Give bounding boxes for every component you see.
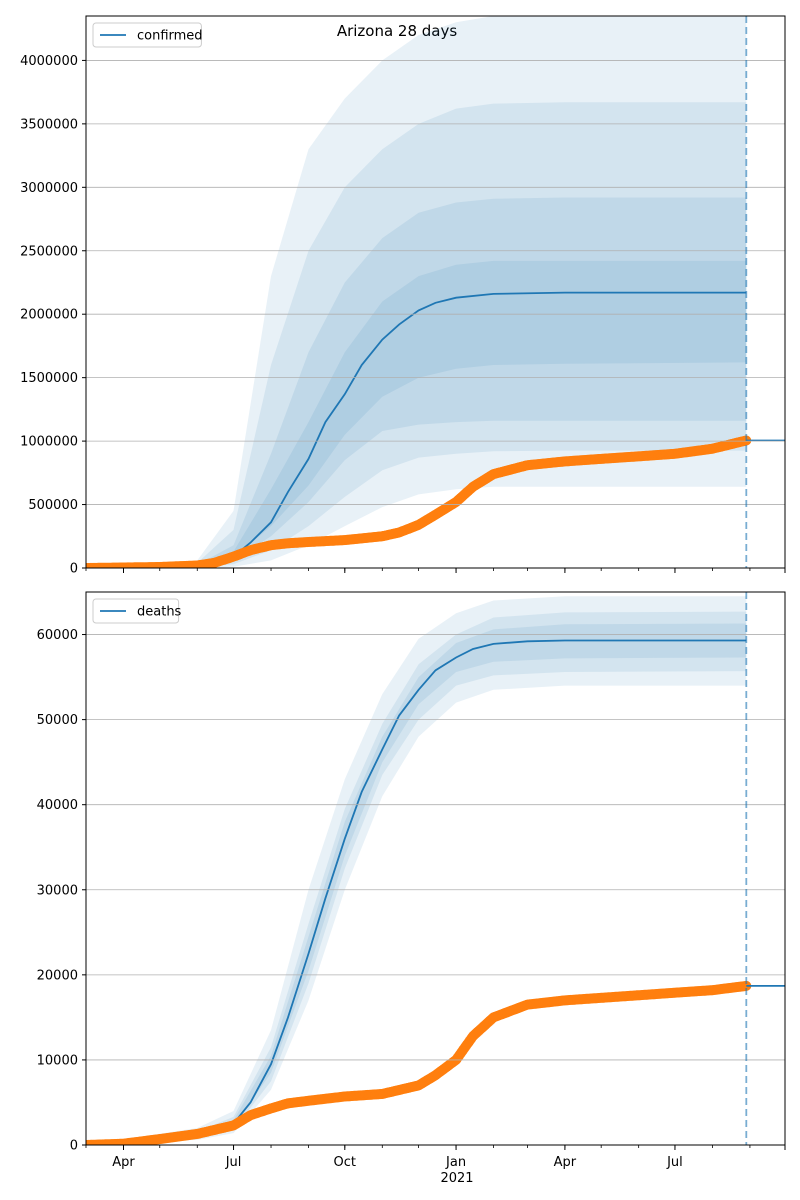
y-tick-label: 1500000 [20,371,78,386]
y-tick-label: 30000 [37,883,78,898]
y-tick-label: 3500000 [20,117,78,132]
x-axis-year-label: 2021 [440,1171,473,1186]
y-tick-label: 1000000 [20,435,78,450]
model-median-line [86,639,747,1145]
uncertainty-band-2 [86,623,747,1145]
y-tick-label: 20000 [37,968,78,983]
legend-box [92,22,202,48]
y-tick-label: 10000 [37,1053,78,1068]
x-tick-label: Oct [334,1155,356,1170]
y-tick-label: 2000000 [20,308,78,323]
y-tick-label: 4000000 [20,54,78,69]
uncertainty-band-0 [86,596,747,1145]
y-tick-label: 0 [70,1139,78,1154]
y-tick-label: 50000 [37,713,78,728]
deaths-panel: 0 10000 20000 30000 40000 50000 60000 Apr Jul Oct… [37,591,786,1170]
y-tick-label: 2500000 [20,244,78,259]
x-tick-label: Apr [554,1155,577,1170]
chart-title: Arizona 28 days [337,22,458,40]
plot-area [86,596,785,1145]
legend-label: deaths [137,605,182,620]
confirmed-panel: 0 500000 1000000 1500000 2000000 2500000 30000… [20,15,786,577]
uncertainty-band-1 [86,611,747,1145]
x-tick-label: Jul [666,1155,683,1170]
y-tick-label: 60000 [37,628,78,643]
axes-frame [85,15,786,569]
axes-frame [85,591,786,1146]
legend-label: confirmed [137,29,203,44]
y-tick-label: 3000000 [20,181,78,196]
x-tick-label: Jul [225,1155,242,1170]
y-tick-label: 500000 [28,498,78,513]
uncertainty-band-1 [86,102,747,568]
y-tick-label: 40000 [37,798,78,813]
x-tick-label: Apr [112,1155,135,1170]
plot-area [86,16,785,568]
y-tick-label: 0 [70,562,78,577]
uncertainty-band-0 [86,16,747,568]
uncertainty-band-2 [86,197,747,568]
legend-box [92,598,180,624]
x-tick-label: Jan [445,1155,466,1170]
uncertainty-band-3 [86,260,747,568]
